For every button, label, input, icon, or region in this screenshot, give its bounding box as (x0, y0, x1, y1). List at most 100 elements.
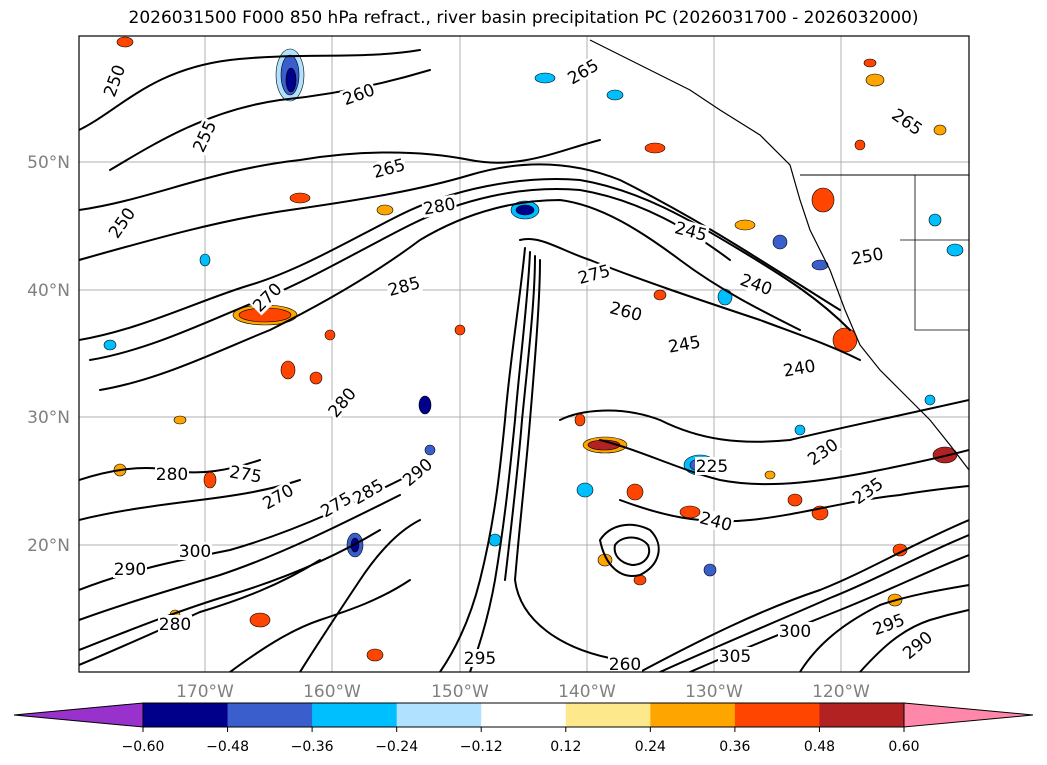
precip-patch (454, 324, 466, 336)
contour-label-bg (695, 457, 729, 475)
precip-patch (653, 289, 667, 301)
latitude-axis: 50°N 40°N 30°N 20°N (27, 153, 70, 556)
contour-label-bg (99, 61, 129, 100)
precip-patch (203, 471, 217, 489)
colorbar-tick-label: 0.60 (888, 739, 919, 755)
precip-patch (626, 483, 644, 501)
precip-patch (574, 413, 586, 427)
contour-label: 300 (779, 622, 811, 642)
precip-patch (787, 493, 803, 507)
precip-patch (679, 505, 701, 519)
precip-patch (116, 36, 134, 48)
precip-patch (734, 219, 756, 231)
precip-patch (863, 58, 877, 68)
contour-label: 260 (609, 655, 641, 675)
contour-label-bg (778, 622, 812, 640)
precip-patch (199, 253, 211, 267)
lon-label: 150°W (431, 682, 489, 702)
precip-patch (515, 204, 535, 216)
contour-label-bg (324, 383, 360, 422)
contour-label: 280 (156, 465, 188, 485)
colorbar-segment (227, 703, 313, 727)
precip-patch (924, 394, 936, 406)
contour-label-bg (463, 649, 497, 667)
colorbar-frame (142, 702, 905, 728)
contour-label-bg (104, 203, 139, 242)
contour-label-bg (848, 473, 887, 508)
precip-patch (280, 360, 296, 380)
precip-patch (717, 288, 733, 306)
precip-patch (424, 444, 436, 456)
colorbar-segment (143, 703, 229, 727)
contour-label-bg (898, 627, 937, 663)
contour-label-bg (803, 434, 842, 469)
contour-label: 305 (719, 647, 751, 667)
precip-patch (928, 213, 942, 227)
colorbar-extend-min (13, 702, 144, 728)
colorbar-tick-label: −0.48 (206, 739, 249, 755)
border-states (900, 175, 969, 331)
colorbar-tick-label: −0.60 (122, 739, 165, 755)
contour-label: 295 (464, 649, 496, 669)
contour-label-bg (348, 475, 388, 508)
colorbar: −0.60 −0.48 −0.36 −0.24 −0.12 0.12 0.24 0.36 0.4… (13, 702, 1034, 755)
contour-label-bg (563, 55, 603, 88)
colorbar-segment (819, 703, 905, 727)
precip-patch (285, 67, 297, 93)
colorbar-segment (312, 703, 398, 727)
contour-label: 280 (159, 615, 191, 635)
colorbar-segment (650, 703, 736, 727)
contour-label-bg (189, 117, 220, 156)
contour-label-bg (607, 298, 645, 325)
precip-patch (811, 187, 835, 213)
lon-label: 130°W (685, 682, 743, 702)
contour-label-bg (849, 244, 886, 268)
lon-label: 160°W (303, 682, 361, 702)
contour-label-bg (398, 454, 437, 490)
precip-patch (488, 533, 502, 547)
contour-label-bg (158, 615, 192, 633)
precip-patch (103, 339, 117, 351)
precip-patch (534, 72, 556, 84)
precip-patch (376, 204, 394, 216)
lat-label: 50°N (27, 153, 70, 173)
map-frame (78, 35, 970, 673)
precip-patch (933, 124, 947, 136)
longitude-axis: 170°W 160°W 150°W 140°W 130°W 120°W (176, 682, 870, 702)
colorbar-tick-label: 0.12 (550, 739, 581, 755)
precip-patch (606, 89, 624, 101)
lat-label: 30°N (27, 408, 70, 428)
lon-label: 120°W (812, 682, 870, 702)
colorbar-tick-label: −0.36 (291, 739, 334, 755)
precip-patch (309, 371, 323, 385)
contour-label-bg (737, 269, 776, 299)
contour-label-bg (370, 155, 408, 182)
map-background (79, 36, 969, 672)
contour-label-bg (421, 194, 458, 218)
colorbar-segment (565, 703, 651, 727)
contour-label-bg (869, 609, 908, 639)
precip-patch (946, 243, 964, 257)
contour-label: 290 (114, 560, 146, 580)
contour-label: 300 (179, 542, 211, 562)
precip-patch (324, 329, 336, 341)
coastline (589, 39, 969, 471)
precip-patch (854, 139, 866, 151)
contour-label-bg (385, 273, 423, 300)
lat-label: 40°N (27, 281, 70, 301)
colorbar-segment (396, 703, 482, 727)
contour-label-bg (339, 79, 378, 109)
contour-label-bg (316, 488, 356, 521)
contour-label-bg (697, 508, 735, 535)
contour-label-bg (781, 356, 818, 380)
precip-patch (289, 192, 311, 204)
contour-label-bg (666, 332, 703, 356)
colorbar-tick-label: 0.24 (635, 739, 666, 755)
precip-patch (418, 395, 432, 415)
precip-patch (249, 612, 271, 628)
colorbar-tick-label: 0.36 (719, 739, 750, 755)
colorbar-segment (481, 703, 567, 727)
contour-label-bg (672, 218, 710, 245)
contour-label-bg (113, 560, 147, 578)
